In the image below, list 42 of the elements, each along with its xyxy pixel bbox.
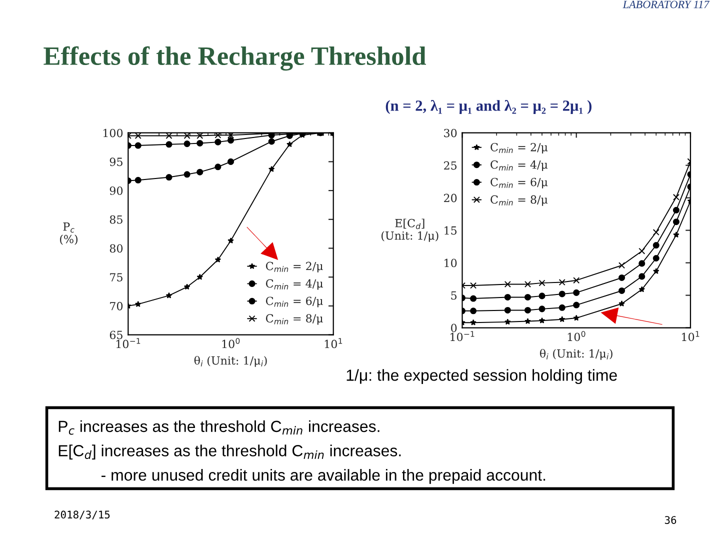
y-tick-label: 20 [444,194,457,202]
y-tick-label: 65 [110,330,122,340]
chart-title: Effects of the Recharge Threshold [44,46,426,71]
x-axis-title: θ$_{i}$ (Unit: 1/μ$_{i}$) [540,348,612,360]
y-tick-label: 95 [110,158,122,166]
text: - more unused credit units are available in the prepaid account. [102,469,546,484]
legend-label: C$_{min}$ = 2/μ [266,262,323,272]
y-tick-label: 90 [110,186,123,195]
legend-label: C$_{min}$ = 8/μ [490,195,548,206]
x-tick-label: 10$^{0}$ [222,338,240,348]
x-tick-label: 10$^{1}$ [682,331,700,342]
legend-label: C$_{min}$ = 6/μ [490,178,548,188]
y-tick-label: 0 [451,324,457,332]
y-tick-label: 70 [110,302,123,310]
y-tick-label: 5 [451,291,457,300]
text: E[C$_{d}$] increases as the threshold C$_{min}$ increases. [58,444,401,460]
x-tick-label: 10$^{−1}$ [450,331,474,342]
legend-label: C$_{min}$ = 4/μ [266,279,323,290]
y-axis-title: E[C$_{d}$] (Unit: 1/μ) [382,218,438,242]
legend-label: C$_{min}$ = 6/μ [266,296,323,308]
legend-label: C$_{min}$ = 8/μ [266,314,323,325]
text: 36 [664,516,676,524]
y-axis-title: P$_{c}$ (%) [60,222,78,245]
y-tick-label: 10 [444,258,457,268]
text: LABORATORY 117 [622,0,710,8]
x-tick-label: 10$^{1}$ [324,338,342,348]
chart-subtitle: (n = 2, λ₁ = μ₁ and λ₂ = μ₂ = 2μ₁ ) [386,100,592,114]
y-tick-label: 15 [444,226,457,235]
y-tick-label: 75 [110,273,122,282]
legend-label: C$_{min}$ = 4/μ [490,160,548,171]
x-tick-label: 10$^{0}$ [568,330,586,342]
legend-label: C$_{min}$ = 2/μ [490,142,548,154]
y-tick-label: 100 [103,128,123,138]
x-tick-label: 10$^{−1}$ [116,338,140,348]
y-tick-label: 25 [444,161,457,170]
text: 2018/3/15 [54,510,110,520]
y-tick-label: 80 [110,244,123,253]
text: P$_{c}$ increases as the threshold C$_{min}$ increases. [58,420,380,435]
text: 1/μ: the expected session holding time [346,369,617,384]
x-axis-title: θ$_{i}$ (Unit: 1/μ$_{i}$) [194,356,267,367]
y-tick-label: 30 [444,128,457,138]
y-tick-label: 85 [110,215,122,224]
